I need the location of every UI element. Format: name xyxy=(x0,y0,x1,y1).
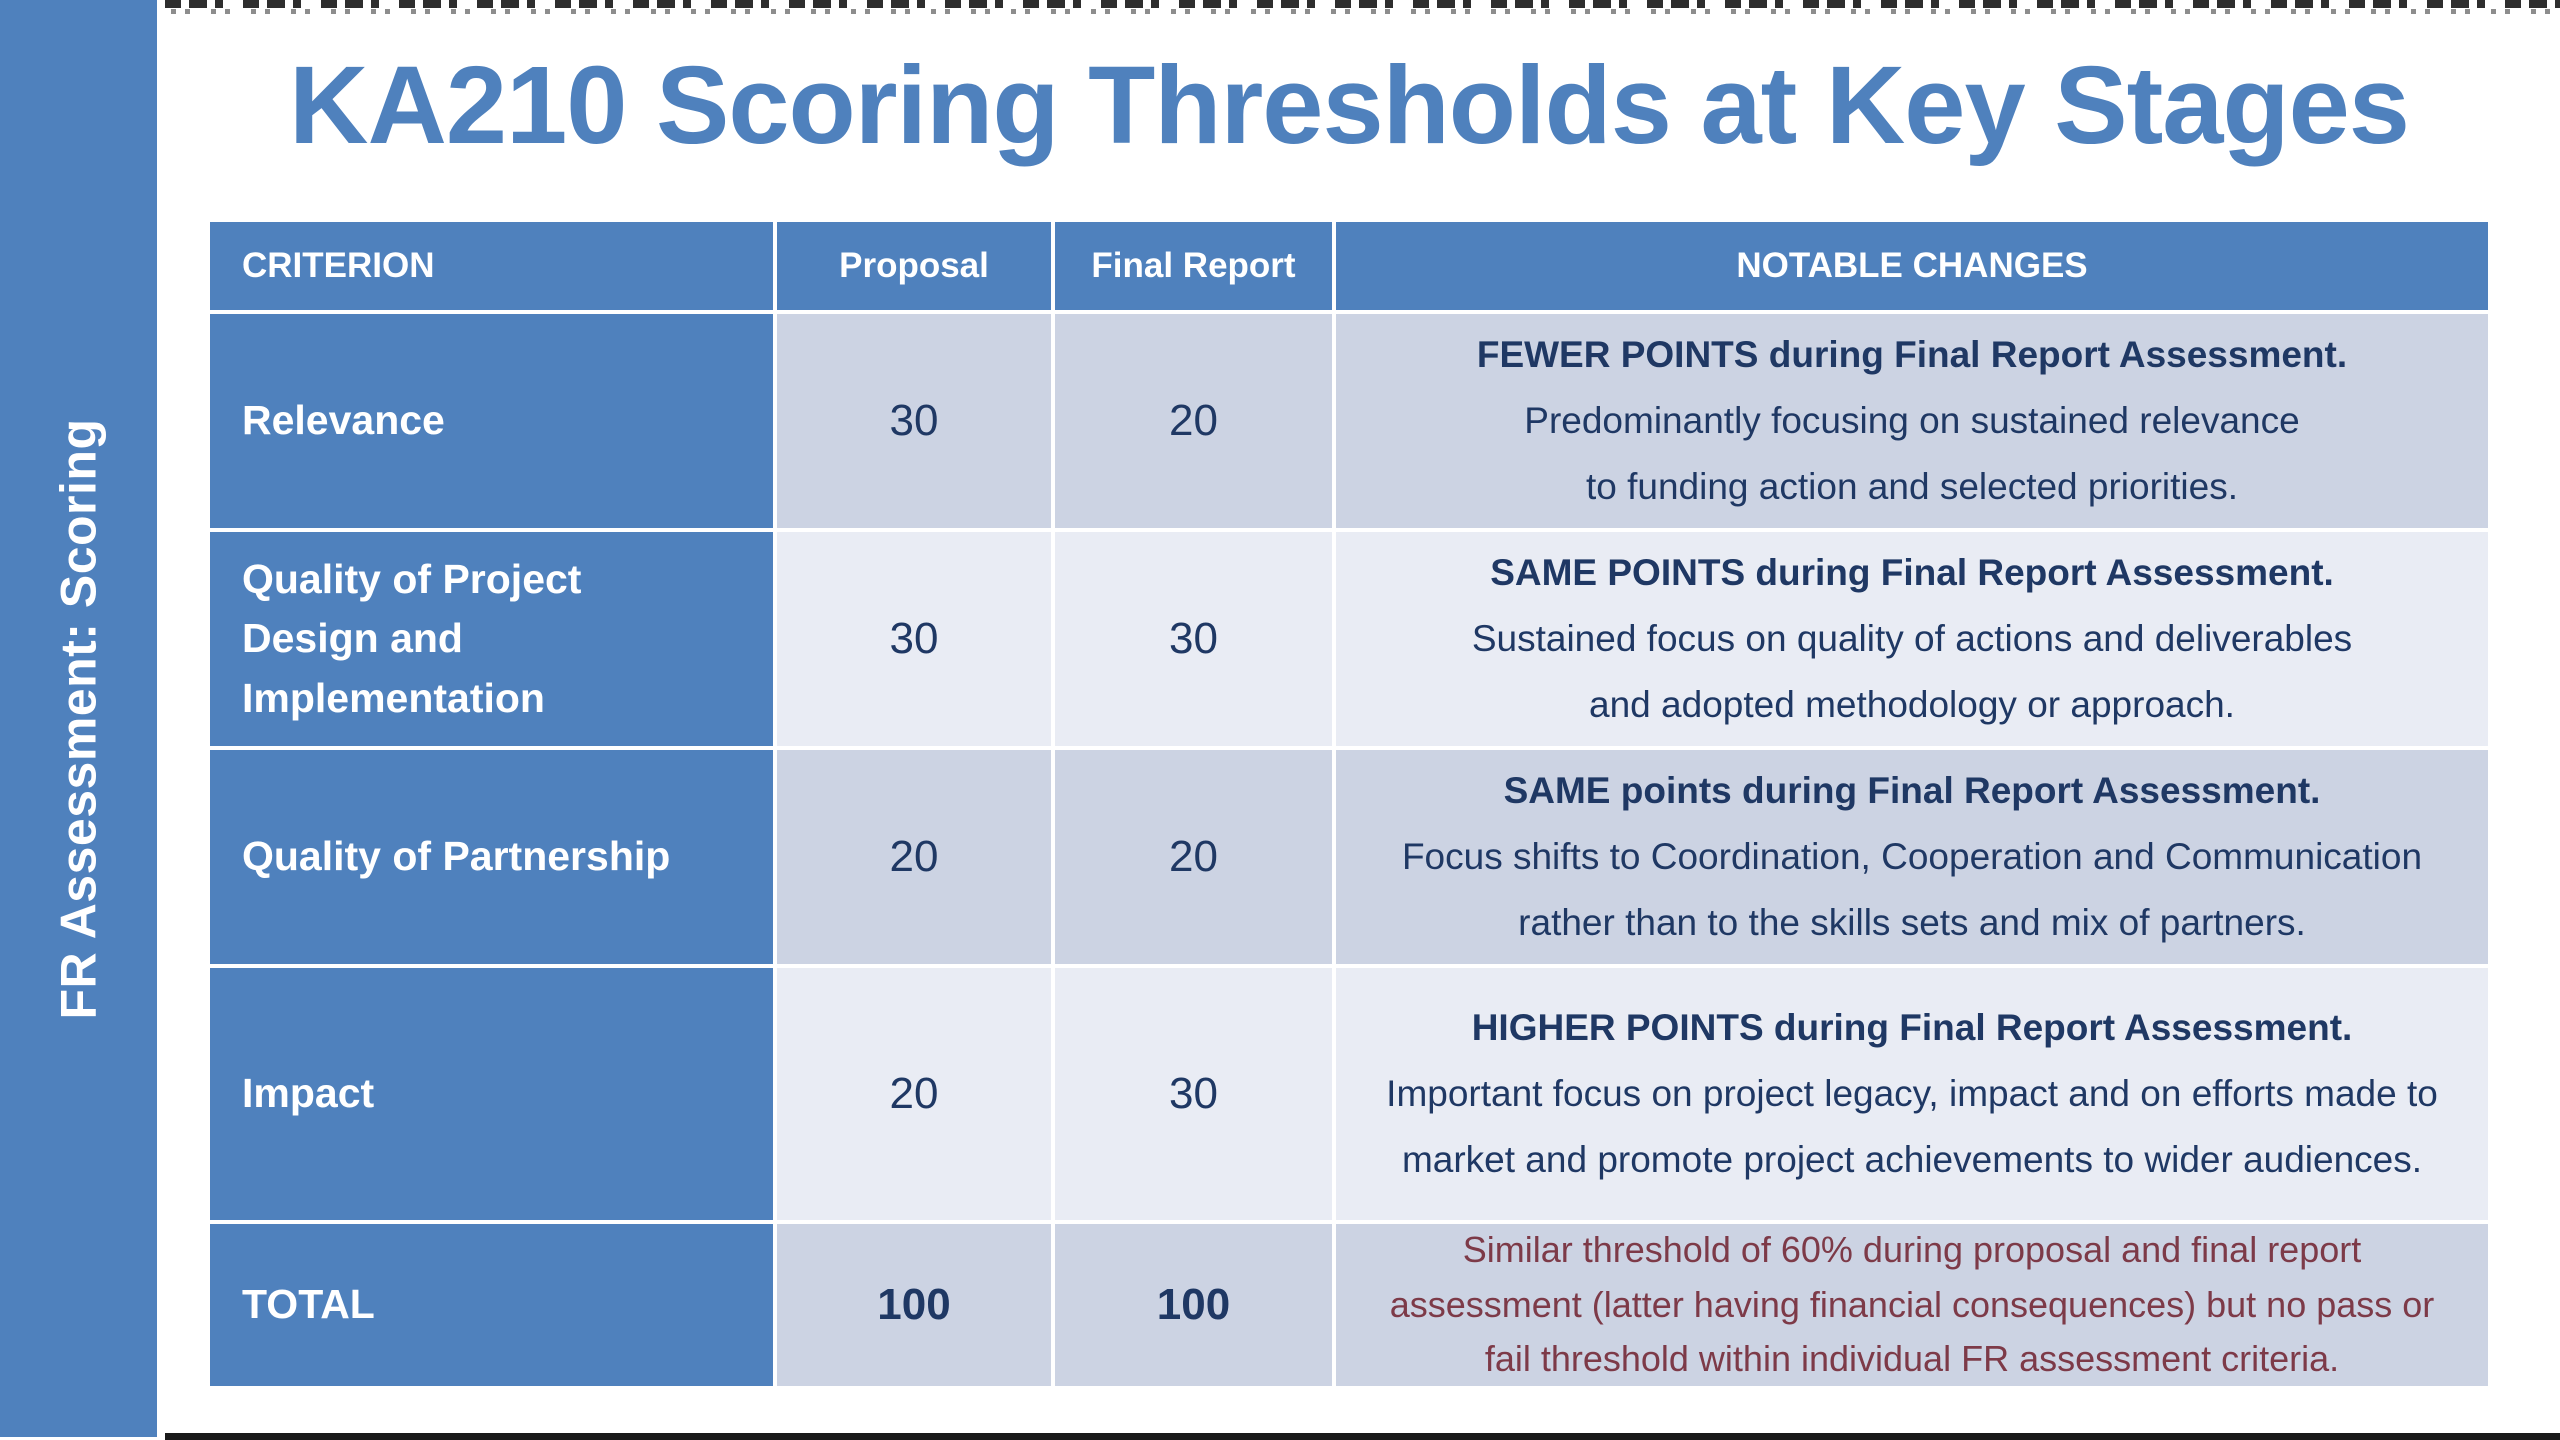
note-line: SAME POINTS during Final Report Assessme… xyxy=(1490,552,2334,594)
criterion-cell: Impact xyxy=(210,968,773,1220)
final-report-score-cell: 30 xyxy=(1055,968,1332,1220)
criterion-cell: Relevance xyxy=(210,314,773,528)
proposal-score-cell: 20 xyxy=(777,750,1051,964)
note-line: SAME points during Final Report Assessme… xyxy=(1503,770,2321,812)
header-cell-criterion: CRITERION xyxy=(210,222,773,310)
notable-changes-cell: FEWER POINTS during Final Report Assessm… xyxy=(1336,314,2488,528)
top-edge-cropped-text-artifact xyxy=(165,0,2560,15)
sidebar-bar: FR Assessment: Scoring xyxy=(0,0,157,1437)
note-line: and adopted methodology or approach. xyxy=(1589,683,2235,725)
note-line: rather than to the skills sets and mix o… xyxy=(1518,901,2306,943)
final-report-score-cell: 30 xyxy=(1055,532,1332,746)
note-line: to funding action and selected prioritie… xyxy=(1585,465,2239,507)
criterion-cell-total: TOTAL xyxy=(210,1224,773,1386)
notable-changes-cell: HIGHER POINTS during Final Report Assess… xyxy=(1336,968,2488,1220)
proposal-score-cell: 30 xyxy=(777,532,1051,746)
final-report-score-cell: 20 xyxy=(1055,314,1332,528)
header-cell-final-report: Final Report xyxy=(1055,222,1332,310)
note-line: fail threshold within individual FR asse… xyxy=(1484,1338,2340,1380)
note-line: Important focus on project legacy, impac… xyxy=(1386,1073,2438,1115)
notable-changes-cell-total: Similar threshold of 60% during proposal… xyxy=(1336,1224,2488,1386)
note-line: assessment (latter having financial cons… xyxy=(1389,1283,2435,1325)
final-report-score-cell: 20 xyxy=(1055,750,1332,964)
final-report-score-cell-total: 100 xyxy=(1055,1224,1332,1386)
note-line: HIGHER POINTS during Final Report Assess… xyxy=(1471,1007,2353,1049)
slide-title: KA210 Scoring Thresholds at Key Stages xyxy=(289,44,2410,167)
note-line: Focus shifts to Coordination, Cooperatio… xyxy=(1401,836,2423,878)
note-line: Similar threshold of 60% during proposal… xyxy=(1462,1228,2362,1270)
proposal-score-cell: 20 xyxy=(777,968,1051,1220)
criterion-cell: Quality of Partnership xyxy=(210,750,773,964)
header-cell-proposal: Proposal xyxy=(777,222,1051,310)
notable-changes-cell: SAME POINTS during Final Report Assessme… xyxy=(1336,532,2488,746)
note-line: Predominantly focusing on sustained rele… xyxy=(1524,400,2300,442)
header-cell-notable-changes: NOTABLE CHANGES xyxy=(1336,222,2488,310)
note-line: market and promote project achievements … xyxy=(1401,1138,2423,1180)
notable-changes-cell: SAME points during Final Report Assessme… xyxy=(1336,750,2488,964)
scoring-table: CRITERION Proposal Final Report NOTABLE … xyxy=(210,222,2488,1386)
sidebar-label: FR Assessment: Scoring xyxy=(50,418,107,1019)
proposal-score-cell-total: 100 xyxy=(777,1224,1051,1386)
note-line: FEWER POINTS during Final Report Assessm… xyxy=(1476,334,2348,376)
proposal-score-cell: 30 xyxy=(777,314,1051,528)
note-line: Sustained focus on quality of actions an… xyxy=(1471,618,2353,660)
bottom-edge-cropped-artifact xyxy=(165,1433,2560,1440)
criterion-cell: Quality of Project Design and Implementa… xyxy=(210,532,773,746)
